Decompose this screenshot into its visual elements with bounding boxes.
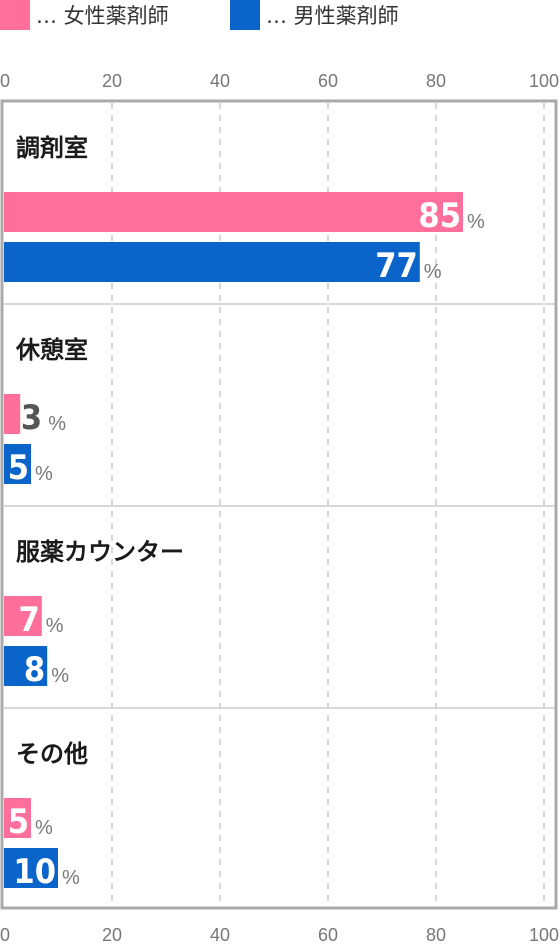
category-group: 調剤室 85 % 77% — [4, 134, 485, 286]
data-unit-label: % — [35, 817, 53, 839]
bar-female — [4, 596, 42, 636]
x-tick-label-top: 80 — [426, 71, 446, 91]
data-unit-label: % — [48, 413, 66, 435]
plot-frame — [0, 99, 558, 910]
x-tick-label-top: 20 — [102, 71, 122, 91]
legend-swatch-male — [230, 0, 260, 30]
x-tick-label-bottom: 40 — [210, 925, 230, 944]
legend-label-male: … 男性薬剤師 — [266, 4, 399, 28]
bar-female — [4, 394, 21, 434]
x-axis-top: 0 20 40 60 80 100 — [0, 71, 559, 91]
bar-male — [4, 646, 48, 686]
category-label: 調剤室 — [16, 134, 88, 162]
data-value-label: 3 — [21, 398, 42, 438]
category-label: その他 — [16, 740, 88, 768]
bar-male — [4, 444, 31, 484]
x-axis-bottom: 0 20 40 60 80 100 — [0, 925, 559, 944]
data-value-label: 5 — [8, 448, 29, 488]
data-value-label: 5 — [8, 802, 29, 842]
legend-swatch-female — [0, 0, 30, 30]
bar-female — [4, 192, 463, 232]
data-unit-label: % — [35, 463, 53, 485]
x-tick-label-bottom: 60 — [318, 925, 338, 944]
x-tick-label-top: 100 — [529, 71, 559, 91]
data-value-label: 8 — [24, 650, 45, 690]
grid — [111, 103, 545, 906]
x-tick-label-bottom: 100 — [529, 925, 559, 944]
x-tick-label-top: 60 — [318, 71, 338, 91]
data-unit-label: % — [62, 867, 80, 889]
bar-male — [4, 848, 58, 888]
x-tick-label-top: 0 — [0, 71, 10, 91]
x-tick-label-bottom: 0 — [0, 925, 10, 944]
data-value-label: 77 — [375, 246, 418, 286]
data-unit-label: % — [424, 261, 442, 283]
bar-male — [4, 242, 420, 282]
data-value-label: 7 — [19, 600, 40, 640]
category-label: 服薬カウンター — [16, 538, 184, 566]
x-tick-label-bottom: 20 — [102, 925, 122, 944]
category-label: 休憩室 — [15, 336, 88, 364]
data-unit-label: % — [467, 211, 485, 233]
category-group: その他 5 % 10% — [4, 707, 555, 892]
legend-label-female: … 女性薬剤師 — [36, 4, 169, 28]
data-value-label: 10 — [13, 852, 56, 892]
x-tick-label-top: 40 — [210, 71, 230, 91]
data-value-label: 85 — [418, 196, 461, 236]
data-unit-label: % — [46, 615, 64, 637]
bar-female — [4, 798, 31, 838]
x-tick-label-bottom: 80 — [426, 925, 446, 944]
data-unit-label: % — [51, 665, 69, 687]
category-group: 休憩室 3 % 5% — [4, 303, 555, 488]
